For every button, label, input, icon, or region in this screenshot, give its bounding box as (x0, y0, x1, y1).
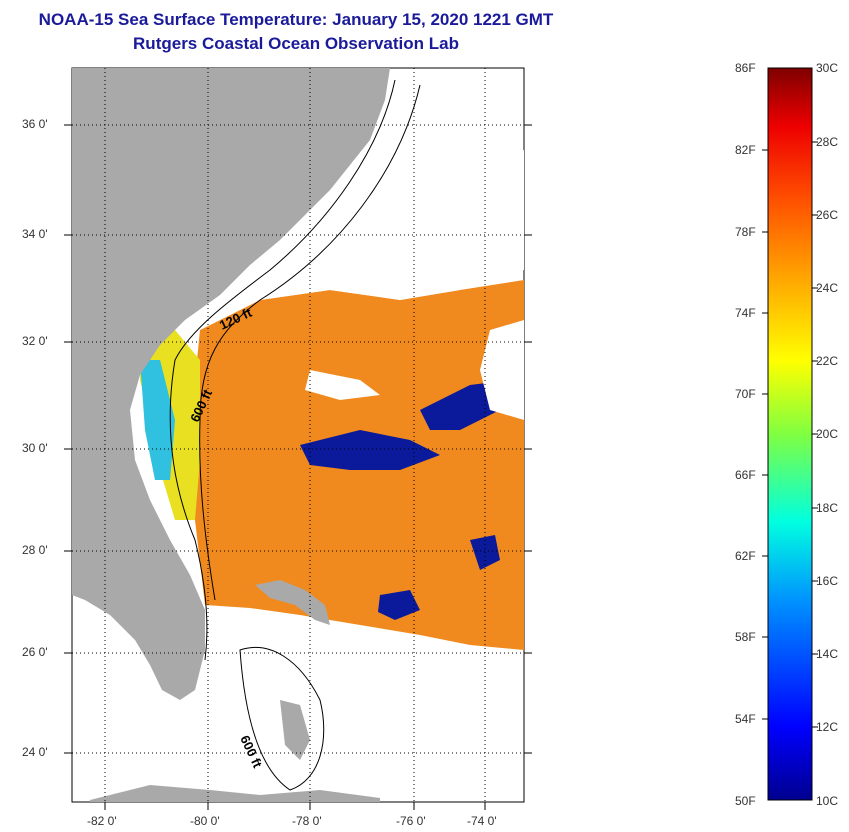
lat-label-32: 32 0' (22, 334, 48, 348)
map-title: NOAA-15 Sea Surface Temperature: January… (38, 10, 554, 29)
colorbar-f-62: 62F (735, 549, 756, 563)
colorbar-c-20: 20C (816, 427, 839, 441)
sst-cold-patch-3 (378, 590, 420, 620)
colorbar (767, 67, 813, 801)
colorbar-c-10: 10C (816, 794, 839, 808)
colorbar-c-22: 22C (816, 354, 839, 368)
lon-label-76: -76 0' (396, 814, 426, 828)
cloud-mask-3 (480, 320, 524, 420)
lon-label-82: -82 0' (87, 814, 117, 828)
contour-600ft (199, 84, 421, 601)
colorbar-ticks (762, 141, 818, 728)
colorbar-c-28: 28C (816, 135, 839, 149)
colorbar-c-30: 30C (816, 61, 839, 75)
contour-bahamas (239, 646, 325, 791)
colorbar-f-50: 50F (735, 794, 756, 808)
lon-label-74: -74 0' (467, 814, 497, 828)
sst-cold-patch-1 (300, 430, 440, 470)
contour-120ft (169, 79, 396, 661)
lat-label-26: 26 0' (22, 645, 48, 659)
colorbar-c-18: 18C (816, 501, 839, 515)
lat-label-24: 24 0' (22, 745, 48, 759)
lon-label-80: -80 0' (190, 814, 220, 828)
colorbar-f-86: 86F (735, 61, 756, 75)
colorbar-c-24: 24C (816, 281, 839, 295)
lat-label-28: 28 0' (22, 543, 48, 557)
colorbar-f-82: 82F (735, 143, 756, 157)
colorbar-f-74: 74F (735, 306, 756, 320)
colorbar-f-58: 58F (735, 630, 756, 644)
map-subtitle: Rutgers Coastal Ocean Observation Lab (133, 34, 459, 53)
map-ticks (64, 124, 532, 810)
lon-label-78: -78 0' (292, 814, 322, 828)
lat-label-30: 30 0' (22, 441, 48, 455)
colorbar-c-16: 16C (816, 574, 839, 588)
colorbar-f-70: 70F (735, 387, 756, 401)
land-bahamas-2 (280, 700, 310, 760)
land-us-southeast (72, 68, 390, 700)
land-bahamas-1 (255, 580, 330, 625)
colorbar-c-12: 12C (816, 720, 839, 734)
lat-label-36: 36 0' (22, 117, 48, 131)
colorbar-f-66: 66F (735, 468, 756, 482)
cloud-mask-2 (305, 370, 380, 400)
land-cuba (90, 785, 380, 802)
lat-label-34: 34 0' (22, 227, 48, 241)
cloud-mask (180, 150, 524, 330)
colorbar-c-26: 26C (816, 208, 839, 222)
colorbar-f-78: 78F (735, 225, 756, 239)
sst-coastal-cyan (140, 360, 175, 480)
colorbar-f-54: 54F (735, 712, 756, 726)
colorbar-c-14: 14C (816, 647, 839, 661)
graticule (72, 68, 524, 802)
